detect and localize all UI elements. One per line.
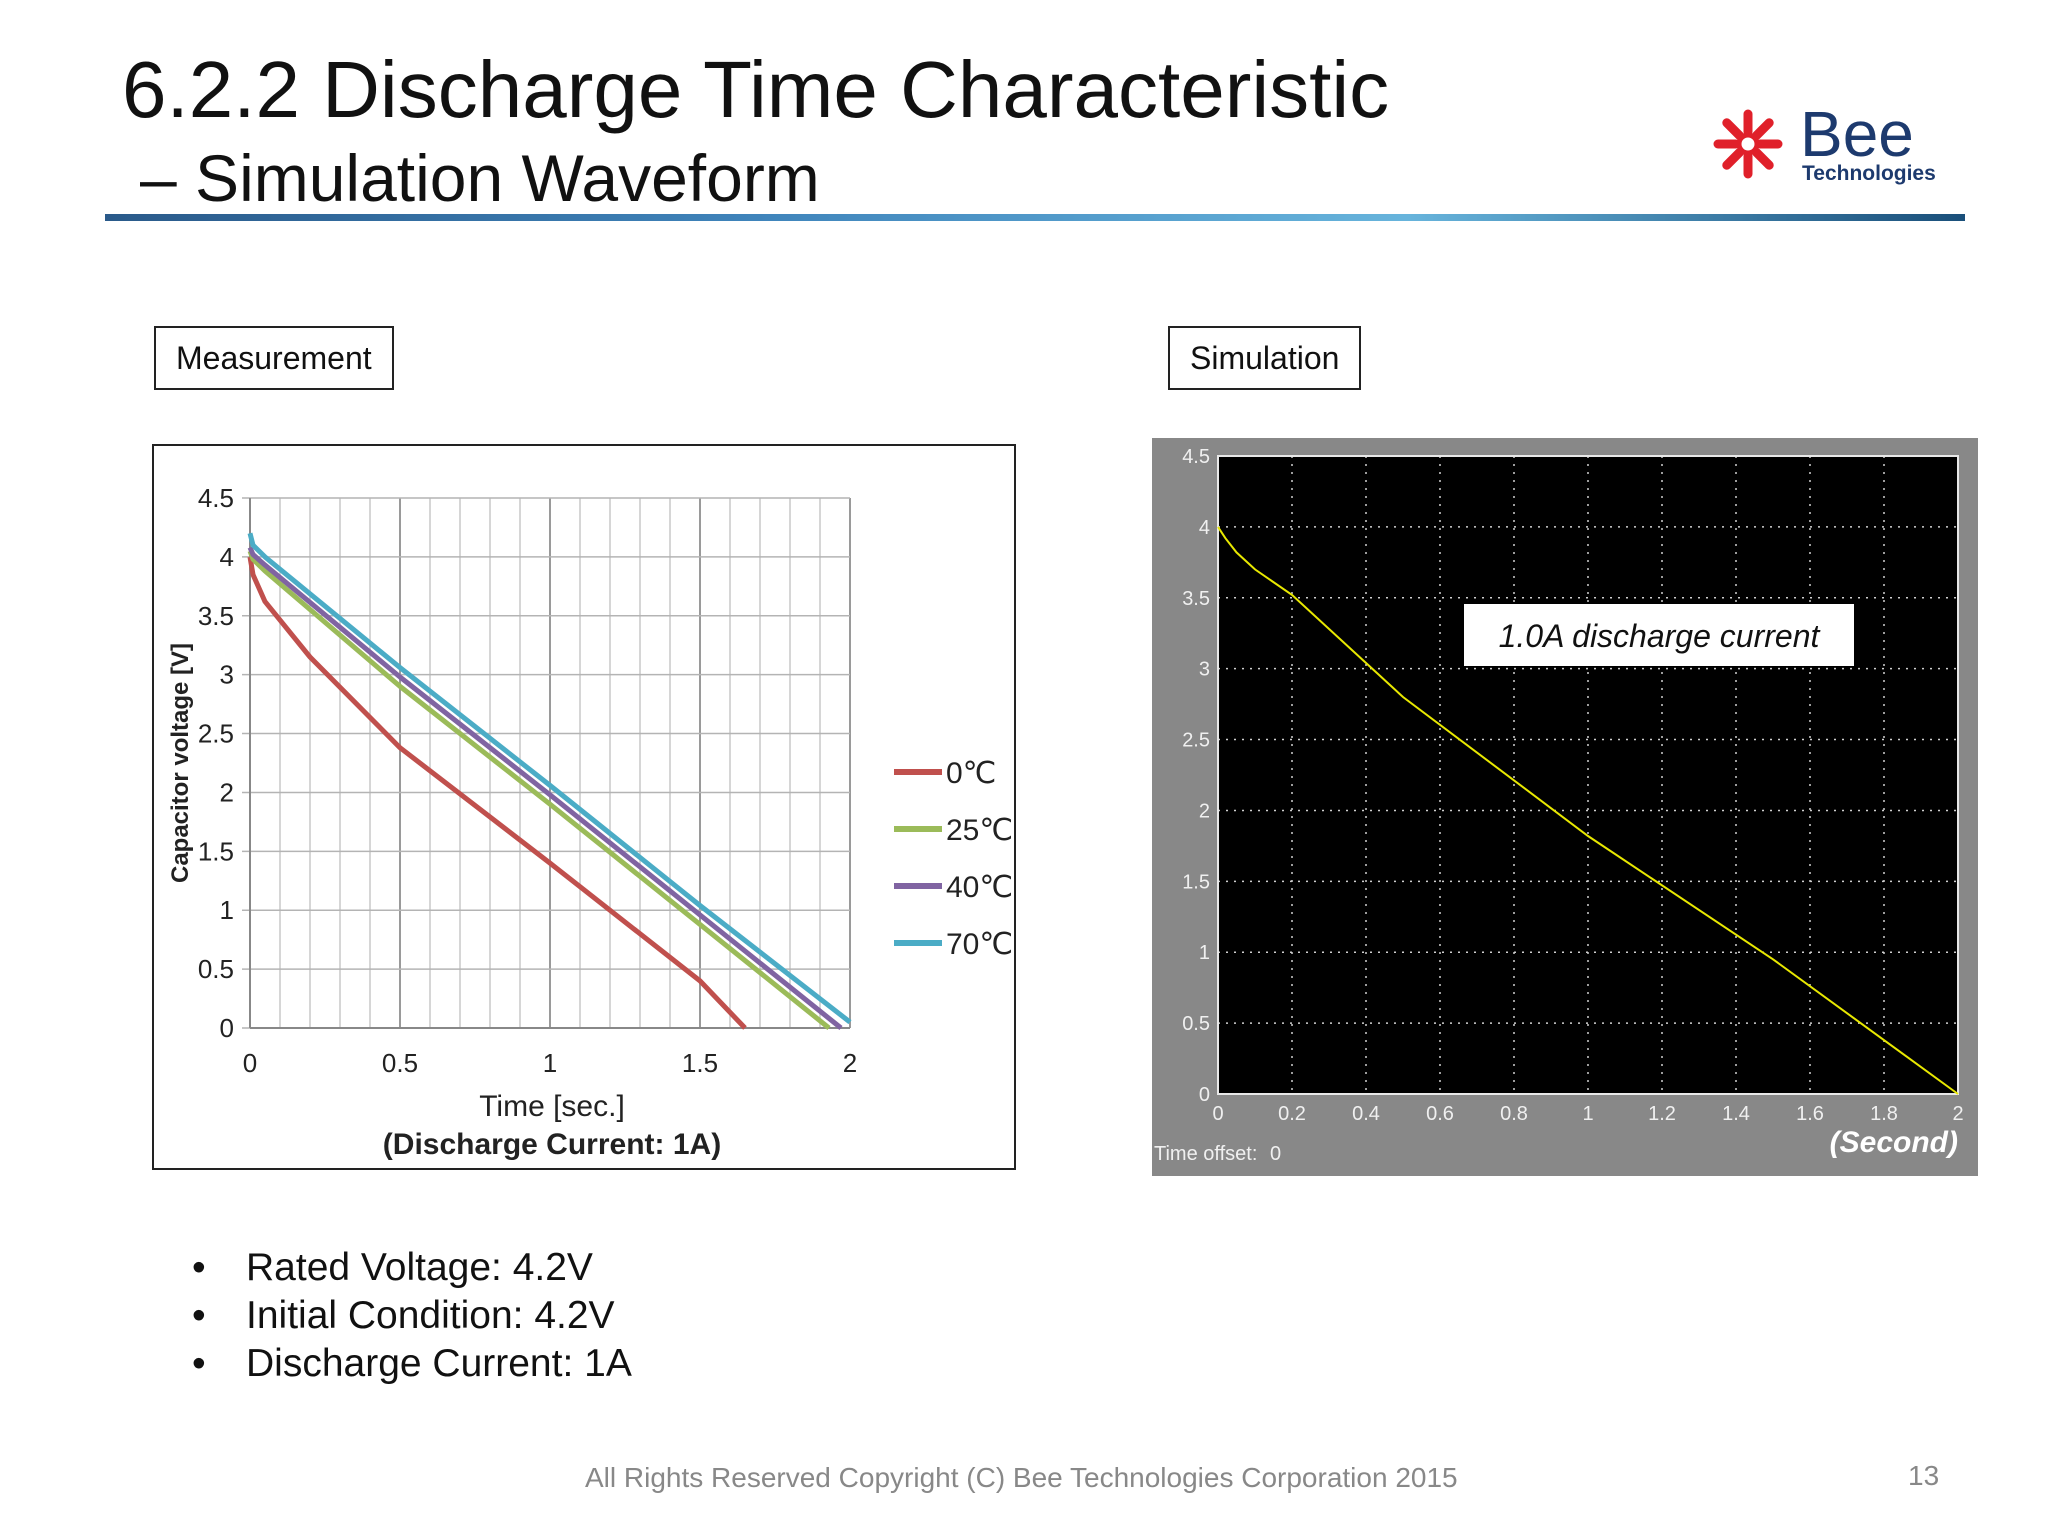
spec-item-discharge-current: • Discharge Current: 1A <box>190 1340 632 1388</box>
legend-label: 0℃ <box>946 757 996 790</box>
x-tick-label: 1 <box>543 1048 557 1078</box>
y-tick-label: 1.5 <box>198 836 234 866</box>
star-ray <box>1751 147 1774 170</box>
y-tick-label: 1 <box>220 895 234 925</box>
y-tick-label: 2 <box>1199 800 1210 822</box>
series-line <box>247 556 747 1030</box>
y-tick-label: 4 <box>1199 517 1210 539</box>
x-tick-label: 2 <box>843 1048 857 1078</box>
x-tick-label: 0 <box>1212 1103 1223 1125</box>
bullet-dot: • <box>192 1342 206 1385</box>
y-axis-label: Capacitor voltage [V] <box>167 643 194 883</box>
slide-subtitle: – Simulation Waveform <box>140 141 820 215</box>
bullet-dot: • <box>192 1246 206 1289</box>
y-tick-label: 3.5 <box>198 601 234 631</box>
star-ray <box>1751 118 1774 141</box>
page-number: 13 <box>1908 1460 1940 1491</box>
footer-copyright: All Rights Reserved Copyright (C) Bee Te… <box>585 1462 1458 1493</box>
y-tick-label: 0.5 <box>1182 1013 1210 1035</box>
x-tick-label: 1.4 <box>1722 1103 1750 1125</box>
y-tick-label: 2.5 <box>198 719 234 749</box>
y-tick-label: 1.5 <box>1182 871 1210 893</box>
waveform-trace <box>1217 526 1959 1095</box>
simulation-label: Simulation <box>1168 326 1362 390</box>
x-tick-label: 0.8 <box>1500 1103 1528 1125</box>
slide-title: 6.2.2 Discharge Time Characteristic <box>122 45 1390 134</box>
y-tick-label: 2 <box>220 777 234 807</box>
time-offset-value: 0 <box>1270 1143 1281 1165</box>
x-axis-unit-label: (Second) <box>1830 1126 1958 1159</box>
y-tick-label: 4.5 <box>1182 446 1210 468</box>
x-tick-label: 1.8 <box>1870 1103 1898 1125</box>
chart-subtitle: (Discharge Current: 1A) <box>383 1128 721 1161</box>
chart-frame <box>152 444 1016 1170</box>
spec-item-rated-voltage: • Rated Voltage: 4.2V <box>190 1244 632 1292</box>
legend-label: 70℃ <box>946 928 1013 961</box>
x-tick-label: 0.5 <box>382 1048 418 1078</box>
series-line <box>247 550 831 1030</box>
y-tick-label: 3 <box>220 660 234 690</box>
y-tick-label: 3.5 <box>1182 588 1210 610</box>
star-icon <box>1713 109 1783 179</box>
logo-tagline: Technologies <box>1802 162 1936 185</box>
time-offset-label: Time offset: <box>1154 1143 1257 1165</box>
series-line <box>247 532 852 1025</box>
x-tick-label: 1.6 <box>1796 1103 1824 1125</box>
annotation-box <box>1464 604 1854 666</box>
x-tick-label: 1.2 <box>1648 1103 1676 1125</box>
measurement-chart: 0 0.5 1 1.5 2 2.5 3 3.5 4 4.5 0 0.5 1 1.5 2 Time [sec.]… <box>152 444 1016 1170</box>
plot-area <box>1218 456 1958 1094</box>
x-tick-label: 2 <box>1952 1103 1963 1125</box>
x-axis-label: Time [sec.] <box>479 1090 625 1123</box>
bullet-dot: • <box>192 1294 206 1337</box>
x-tick-label: 0.6 <box>1426 1103 1454 1125</box>
annotation-label: 1.0A discharge current <box>1499 618 1821 654</box>
y-tick-label: 4 <box>220 542 234 572</box>
logo-name: Bee <box>1800 98 1914 170</box>
legend-label: 40℃ <box>946 871 1013 904</box>
title-divider <box>105 214 1965 221</box>
y-tick-label: 4.5 <box>198 483 234 513</box>
x-tick-label: 1 <box>1582 1103 1593 1125</box>
x-tick-label: 0 <box>243 1048 257 1078</box>
measurement-label: Measurement <box>154 326 394 390</box>
x-tick-label: 0.4 <box>1352 1103 1380 1125</box>
y-tick-label: 3 <box>1199 659 1210 681</box>
series-line <box>247 546 843 1030</box>
star-ray <box>1722 118 1745 141</box>
star-ray <box>1722 147 1745 170</box>
legend-label: 25℃ <box>946 814 1013 847</box>
bee-logo: Bee Technologies <box>1713 98 1936 185</box>
simulation-chart: 0 0.2 0.4 0.6 0.8 1 1.2 1.4 1.6 1.8 2 0 0.5 1 1.5 2 2.5 3… <box>1152 438 1978 1176</box>
y-tick-label: 0.5 <box>198 954 234 984</box>
plot-border <box>1217 455 1959 1095</box>
x-tick-label: 0.2 <box>1278 1103 1306 1125</box>
y-tick-label: 0 <box>220 1013 234 1043</box>
spec-list: • Rated Voltage: 4.2V • Initial Condition:… <box>190 1244 632 1388</box>
y-tick-label: 0 <box>1199 1084 1210 1106</box>
y-tick-label: 2.5 <box>1182 730 1210 752</box>
x-tick-label: 1.5 <box>682 1048 718 1078</box>
y-tick-label: 1 <box>1199 942 1210 964</box>
spec-item-initial-condition: • Initial Condition: 4.2V <box>190 1292 632 1340</box>
